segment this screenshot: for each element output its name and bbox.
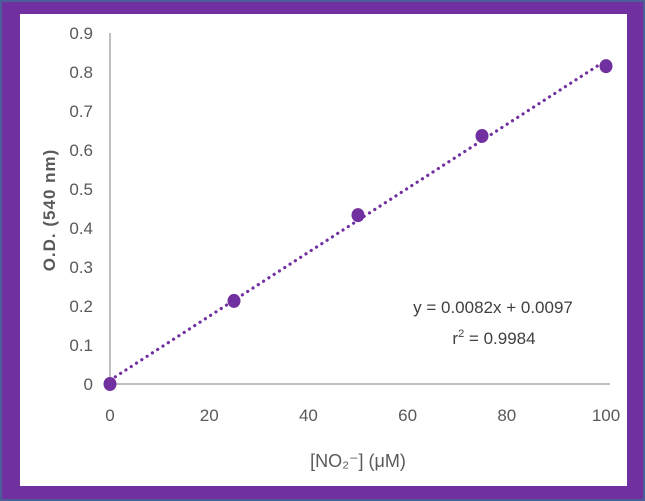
x-tick-label: 20 xyxy=(200,406,219,425)
data-point xyxy=(227,293,241,308)
x-tick-label: 60 xyxy=(398,406,417,425)
x-tick-label: 100 xyxy=(592,406,620,425)
trendline-equation: y = 0.0082x + 0.0097 xyxy=(413,298,573,317)
y-axis-title: O.D. (540 nm) xyxy=(40,149,59,272)
y-tick-label: 0.3 xyxy=(69,258,93,277)
data-point xyxy=(599,59,613,74)
x-tick-label: 0 xyxy=(105,406,114,425)
y-tick-label: 0.2 xyxy=(69,297,93,316)
y-tick-label: 0.7 xyxy=(69,102,93,121)
data-point xyxy=(475,128,489,143)
y-tick-label: 0.1 xyxy=(69,336,93,355)
data-point xyxy=(351,208,365,223)
y-tick-label: 0.8 xyxy=(69,63,93,82)
y-tick-label: 0.9 xyxy=(69,24,93,43)
x-axis-ticks: 0 20 40 60 80 100 xyxy=(105,406,620,425)
y-tick-label: 0.5 xyxy=(69,180,93,199)
r-squared-label: r2 = 0.9984 xyxy=(452,328,535,348)
y-tick-label: 0.6 xyxy=(69,141,93,160)
x-tick-label: 80 xyxy=(497,406,516,425)
data-point xyxy=(103,377,117,391)
y-tick-label: 0.4 xyxy=(69,219,93,238)
x-tick-label: 40 xyxy=(299,406,318,425)
x-axis-title: [NO₂⁻] (μM) xyxy=(310,451,406,471)
y-axis-ticks: 0 0.1 0.2 0.3 0.4 0.5 0.6 0.7 0.8 0.9 xyxy=(69,24,93,394)
chart-panel xyxy=(20,14,627,486)
data-points xyxy=(103,59,613,391)
y-tick-label: 0 xyxy=(84,375,93,394)
